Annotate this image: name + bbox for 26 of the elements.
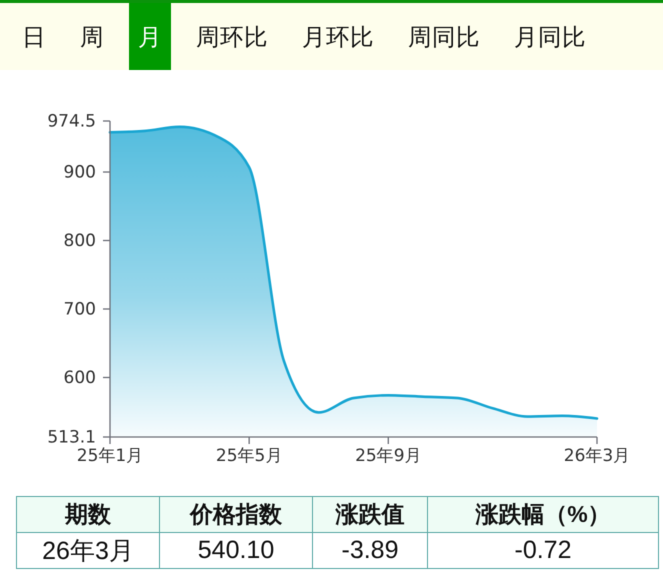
x-tick-label: 26年3月 <box>564 446 630 466</box>
category-label: 周同比 <box>408 22 480 52</box>
x-tick-label: 25年9月 <box>355 446 422 466</box>
x-tick-label: 25年1月 <box>76 446 144 466</box>
category-label: 涨跌值 <box>312 496 428 532</box>
category-label: 期数 <box>16 496 160 532</box>
x-tick-label: 25年5月 <box>216 446 282 466</box>
text: 540.10 <box>198 536 274 564</box>
category-label: 月环比 <box>302 22 374 52</box>
category-label: 月 <box>138 22 162 52</box>
category-label: 周环比 <box>196 22 268 52</box>
text: -3.89 <box>342 536 398 564</box>
category-label: 涨跌幅（%） <box>428 496 658 532</box>
text: 26年3月 <box>42 537 134 565</box>
y-tick-label: 700 <box>64 299 96 320</box>
tab: 月 <box>129 3 171 70</box>
category-label: 周 <box>80 22 104 52</box>
y-tick-label: 900 <box>64 162 96 182</box>
category-label: 日 <box>22 22 46 52</box>
y-tick-label: 974.5 <box>47 111 96 132</box>
y-tick-label: 800 <box>64 230 96 251</box>
category-label: 价格指数 <box>160 496 312 532</box>
y-tick-label: 600 <box>64 368 96 388</box>
category-label: 月同比 <box>514 22 586 52</box>
text: -0.72 <box>514 536 572 564</box>
y-tick-label: 513.1 <box>47 427 96 448</box>
